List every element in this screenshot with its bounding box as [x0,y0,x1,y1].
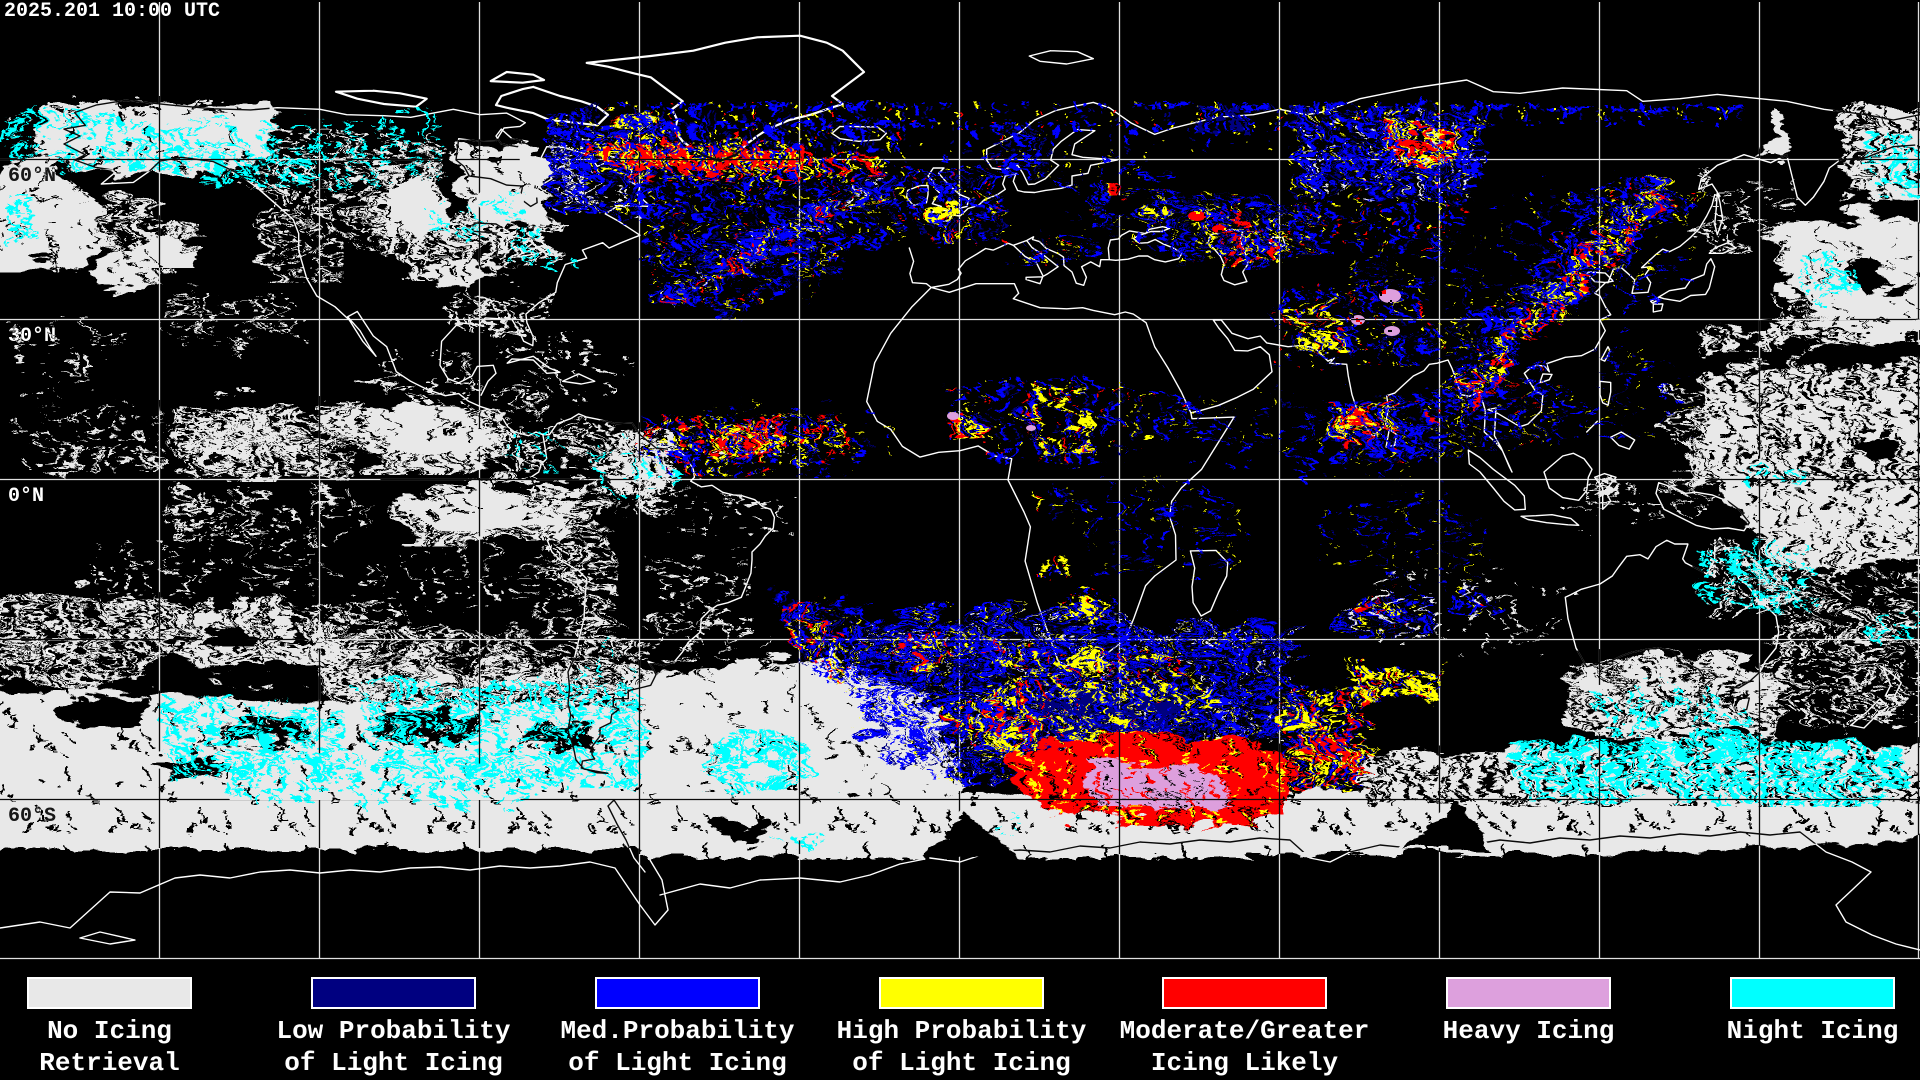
svg-text:Med.Probability: Med.Probability [560,1016,794,1046]
svg-text:30°N: 30°N [8,325,56,348]
svg-text:60°S: 60°S [8,805,56,828]
svg-text:60°N: 60°N [8,165,56,188]
svg-text:Low Probability: Low Probability [276,1016,510,1046]
svg-text:Moderate/Greater: Moderate/Greater [1120,1016,1370,1046]
svg-text:Heavy Icing: Heavy Icing [1443,1016,1615,1046]
svg-text:2025.201 10:00 UTC: 2025.201 10:00 UTC [4,0,220,23]
svg-text:0°N: 0°N [8,485,44,508]
svg-text:Night Icing: Night Icing [1727,1016,1899,1046]
svg-text:of Light Icing: of Light Icing [852,1048,1070,1078]
svg-text:No Icing: No Icing [47,1016,172,1046]
svg-text:Retrieval: Retrieval [39,1048,179,1078]
svg-text:High Probability: High Probability [837,1016,1087,1046]
svg-text:30°S: 30°S [8,645,56,668]
svg-text:Icing Likely: Icing Likely [1151,1048,1339,1078]
svg-text:of Light Icing: of Light Icing [568,1048,786,1078]
svg-text:of Light Icing: of Light Icing [284,1048,502,1078]
